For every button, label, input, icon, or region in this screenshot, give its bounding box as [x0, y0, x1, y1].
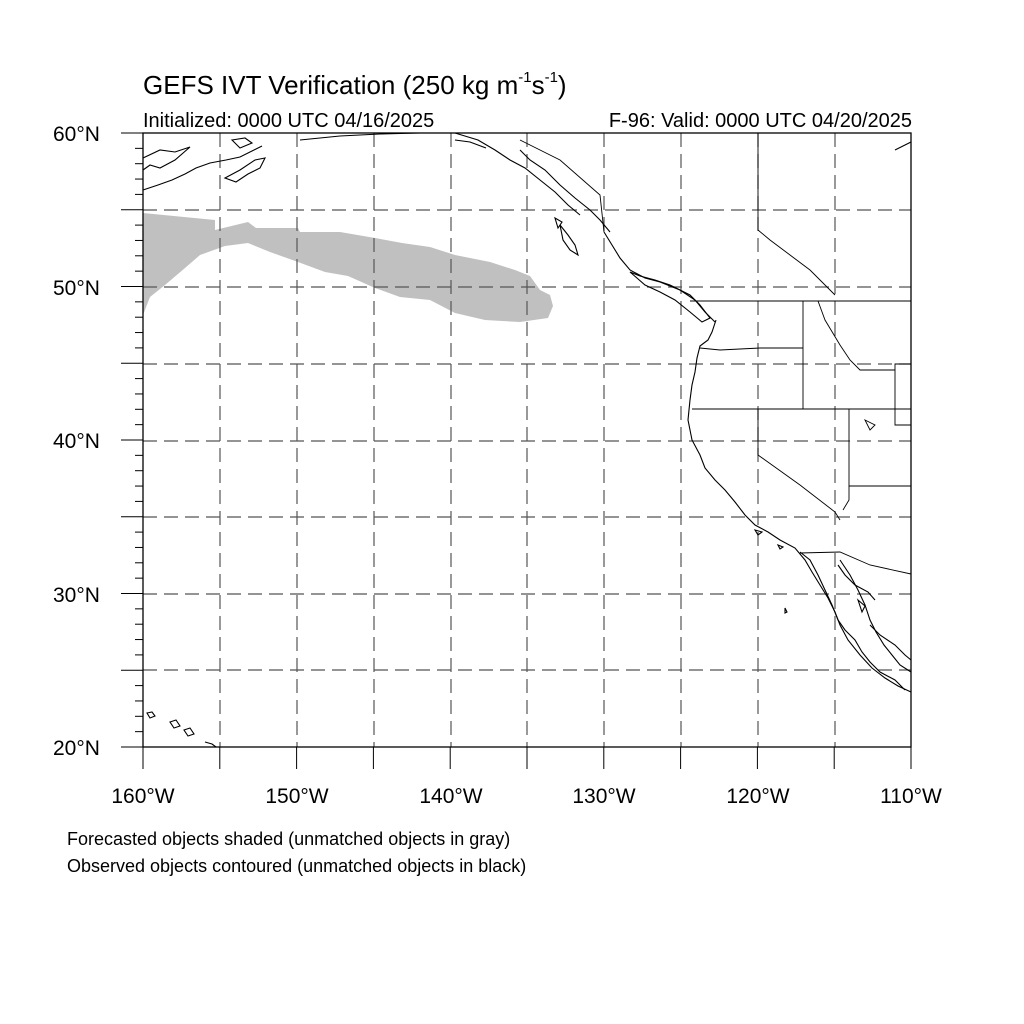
initialized-label: Initialized: 0000 UTC 04/16/2025 — [143, 110, 435, 132]
lon-label-110w: 110°W — [880, 785, 942, 808]
political-borders — [519, 133, 912, 575]
note-observed: Observed objects contoured (unmatched ob… — [67, 856, 527, 876]
lat-label-20: 20°N — [53, 737, 100, 760]
latitude-labels: 60°N 50°N 40°N 30°N 20°N — [53, 123, 100, 760]
lat-label-30: 30°N — [53, 584, 100, 607]
title-main: GEFS IVT Verification (250 kg m — [143, 70, 519, 100]
lat-label-60: 60°N — [53, 123, 100, 146]
coastlines — [142, 132, 912, 748]
longitude-labels: 160°W 150°W 140°W 130°W 120°W 110°W — [111, 785, 942, 808]
lon-label-140w: 140°W — [419, 785, 482, 808]
title-mid: s — [531, 70, 545, 100]
tick-marks — [121, 132, 912, 769]
legend-notes: Forecasted objects shaded (unmatched obj… — [67, 826, 526, 880]
graticule — [143, 133, 911, 747]
title-exp2: -1 — [544, 69, 558, 87]
lat-label-40: 40°N — [53, 430, 100, 453]
forecast-object — [143, 213, 553, 322]
title-exp1: -1 — [518, 69, 532, 87]
lon-label-160w: 160°W — [111, 785, 174, 808]
valid-label: F-96: Valid: 0000 UTC 04/20/2025 — [608, 110, 912, 132]
lon-label-130w: 130°W — [572, 785, 635, 808]
lon-label-120w: 120°W — [726, 785, 789, 808]
map-title: GEFS IVT Verification (250 kg m-1s-1) — [143, 69, 567, 101]
title-close: ) — [557, 70, 567, 100]
lat-label-50: 50°N — [53, 277, 100, 300]
lon-label-150w: 150°W — [265, 785, 328, 808]
note-forecast: Forecasted objects shaded (unmatched obj… — [67, 829, 511, 849]
